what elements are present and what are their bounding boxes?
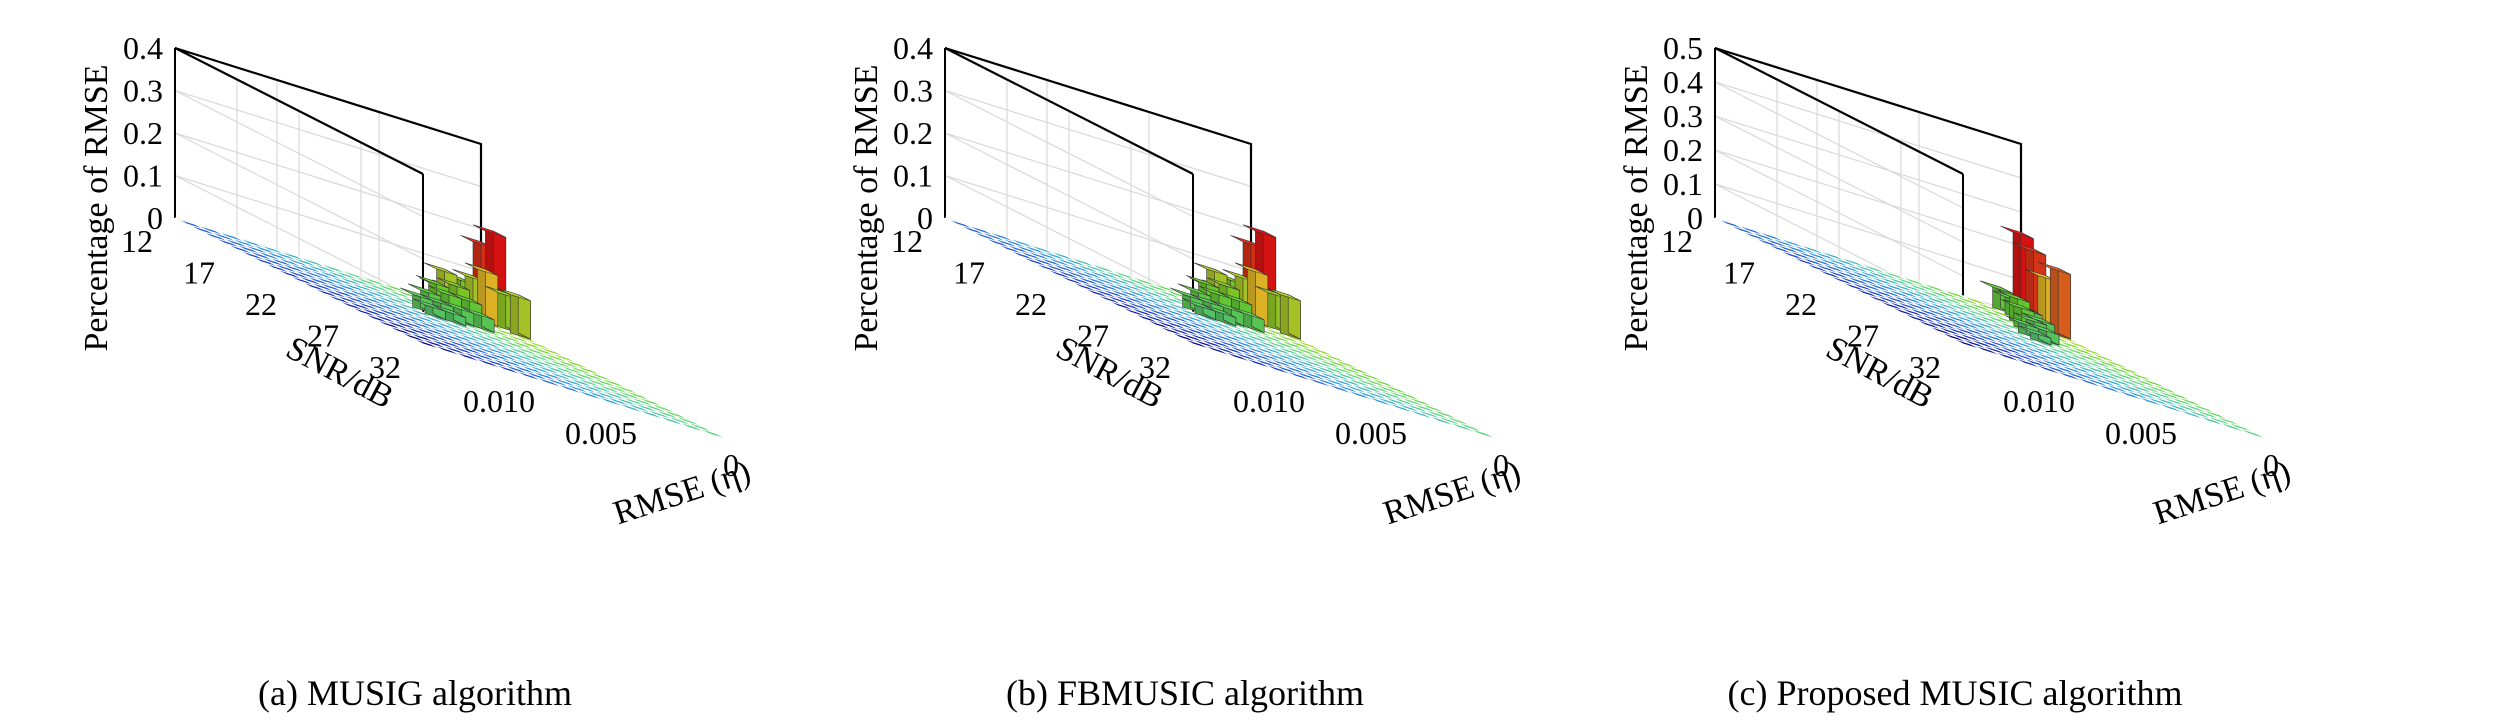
z-axis-title: Percentage of RMSE [848,64,885,351]
z-gridline [1714,47,2022,175]
snr-tick-label: 32 [1139,349,1171,385]
z-tick-label: 0 [917,200,933,236]
snr-tick-label: 12 [121,223,153,259]
bar [2018,325,2052,346]
rmse-tick-label: 0.005 [2105,415,2177,451]
chart-caption-a: (a) MUSIG algorithm [258,673,572,713]
snr-tick-label: 12 [891,223,923,259]
chart-caption-c: (c) Proposed MUSIC algorithm [1727,673,2183,713]
rmse-axis-title: RMSE (η) [609,453,755,532]
floor-tiles-c [1714,217,2270,441]
z-axis-title: Percentage of RMSE [1618,64,1655,351]
z-gridline [944,47,1252,175]
bar3d-chart-b: 0 0.1 0.2 0.3 0.4 12 17 22 27 32 0.010 0.005 0 Percen… [848,30,1525,532]
z-gridline [1714,81,2022,209]
bar [1202,304,1237,327]
z-tick-label: 0.4 [1663,64,1703,100]
snr-tick-label: 32 [1909,349,1941,385]
snr-tick-label: 22 [1785,286,1817,322]
snr-tick-label: 27 [307,318,339,354]
rmse-axis-title: RMSE (η) [2149,453,2295,532]
bar [1267,288,1301,340]
snr-tick-label: 32 [369,349,401,385]
rmse-tick-label: 0 [723,447,739,483]
axis-labels-a: 0 0.1 0.2 0.3 0.4 12 17 22 27 32 0.010 0.005 0 Percen… [78,30,755,532]
z-tick-label: 0.2 [893,115,933,151]
rmse-tick-label: 0 [1493,447,1509,483]
z-tick-label: 0.2 [1663,132,1703,168]
bars-a [400,224,531,340]
rmse-tick-label: 0.010 [1233,383,1305,419]
rmse-tick-label: 0.010 [463,383,535,419]
axis-labels-b: 0 0.1 0.2 0.3 0.4 12 17 22 27 32 0.010 0.005 0 Percen… [848,30,1525,532]
snr-tick-label: 17 [953,255,985,291]
floor-tile [695,426,730,441]
snr-tick-label: 27 [1077,318,1109,354]
z-tick-label: 0.1 [123,158,163,194]
rmse-tick-label: 0.005 [1335,415,1407,451]
bar [412,298,446,321]
snr-tick-label: 22 [1015,286,1047,322]
bar [432,304,467,327]
z-tick-label: 0 [147,200,163,236]
z-tick-label: 0.4 [123,30,163,66]
bar [461,306,495,334]
chart-panel-b: 0 0.1 0.2 0.3 0.4 12 17 22 27 32 0.010 0.005 0 Percen… [800,0,1570,720]
z-tick-label: 0 [1687,200,1703,236]
z-gridline [174,47,482,175]
floor-tiles-a [174,217,730,441]
bar [2037,261,2071,340]
bar [464,262,499,327]
bar3d-chart-a: 0 0.1 0.2 0.3 0.4 12 17 22 27 32 0.010 0.005 0 Percen… [78,30,755,532]
bar [1231,306,1265,334]
z-axis-title: Percentage of RMSE [78,64,115,351]
z-tick-label: 0.4 [893,30,933,66]
bar3d-chart-c: 00.10.20.30.40.512172227320.0100.0050Per… [1618,30,2295,532]
z-gridline [1714,149,2022,277]
z-gridline [1714,115,2022,243]
bars-c [1980,225,2071,346]
chart-caption-b: (b) FBMUSIC algorithm [1005,673,1364,713]
chart-panel-a: 0 0.1 0.2 0.3 0.4 12 17 22 27 32 0.010 0.005 0 Percen… [30,0,800,720]
z-gridline [174,89,482,218]
z-tick-label: 0.3 [893,73,933,109]
box-edge [1714,46,2023,314]
floor-tile [1465,426,1500,441]
rmse-axis-title: RMSE (η) [1379,453,1525,532]
z-tick-label: 0.3 [1663,98,1703,134]
snr-tick-label: 17 [183,255,215,291]
z-gridline [944,89,1252,218]
rmse-tick-label: 0 [2263,447,2279,483]
snr-tick-label: 27 [1847,318,1879,354]
snr-tick-label: 22 [245,286,277,322]
back-walls-a [174,46,483,345]
floor-tiles-b [944,217,1500,441]
z-tick-label: 0.1 [893,158,933,194]
snr-tick-label: 12 [1661,223,1693,259]
chart-panel-c: 0 0.1 0.2 0.3 0.4 0.5 12 17 22 27 32 0.010 0.005 0 Per… [1570,0,2340,720]
bar [497,288,531,340]
rmse-tick-label: 0.005 [565,415,637,451]
z-tick-label: 0.1 [1663,166,1703,202]
z-tick-label: 0.2 [123,115,163,151]
floor-tile [2235,426,2270,441]
axis-labels-c: 00.10.20.30.40.512172227320.0100.0050Per… [1618,30,2295,532]
snr-tick-label: 17 [1723,255,1755,291]
bars-b [1170,224,1301,340]
rmse-tick-label: 0.010 [2003,383,2075,419]
z-tick-label: 0.5 [1663,30,1703,66]
z-tick-label: 0.3 [123,73,163,109]
